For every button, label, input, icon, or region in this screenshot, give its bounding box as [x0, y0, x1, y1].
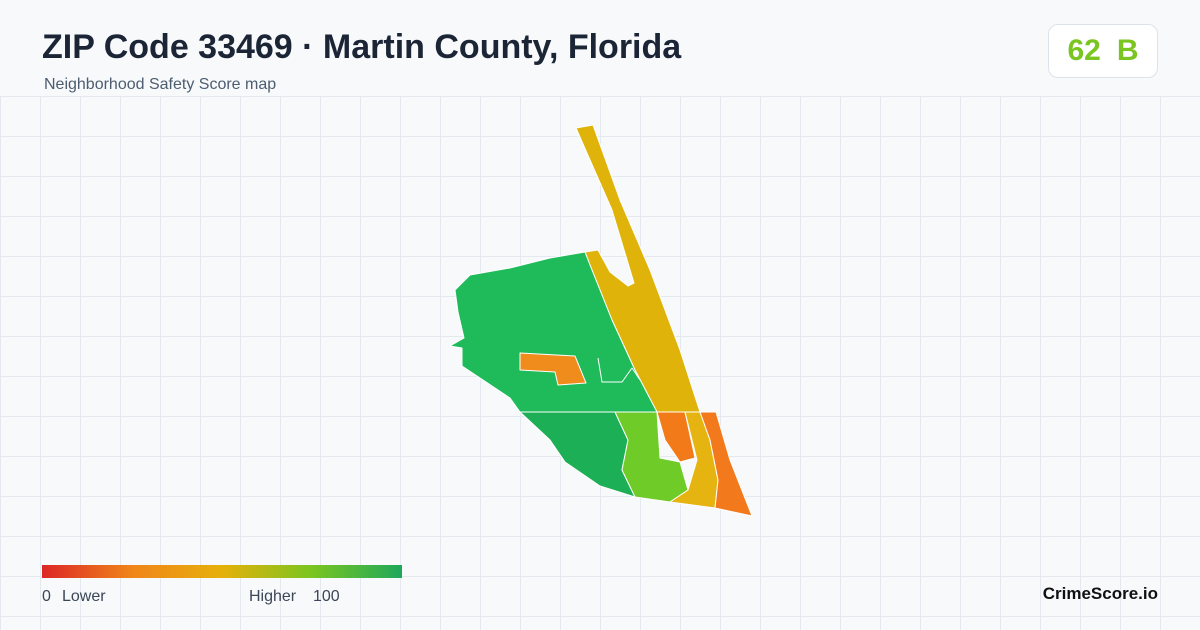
score-badge: 62 B: [1048, 24, 1158, 78]
legend-max-label: Higher: [249, 588, 297, 605]
legend-max: 100: [313, 588, 340, 605]
region: [519, 411, 636, 498]
region: [656, 411, 696, 463]
region: [519, 352, 587, 386]
legend-min: 0: [42, 588, 51, 605]
subtitle: Neighborhood Safety Score map: [44, 76, 277, 93]
title: ZIP Code 33469 · Martin County, Florida: [42, 28, 682, 66]
score: 62: [1067, 34, 1101, 67]
grade: B: [1116, 34, 1139, 67]
legend-gradient: [42, 565, 402, 578]
region: [699, 411, 753, 517]
header: [0, 0, 1200, 96]
legend-min-label: Lower: [62, 588, 106, 605]
boundary: [597, 357, 641, 383]
brand: CrimeScore.io: [1042, 584, 1158, 603]
